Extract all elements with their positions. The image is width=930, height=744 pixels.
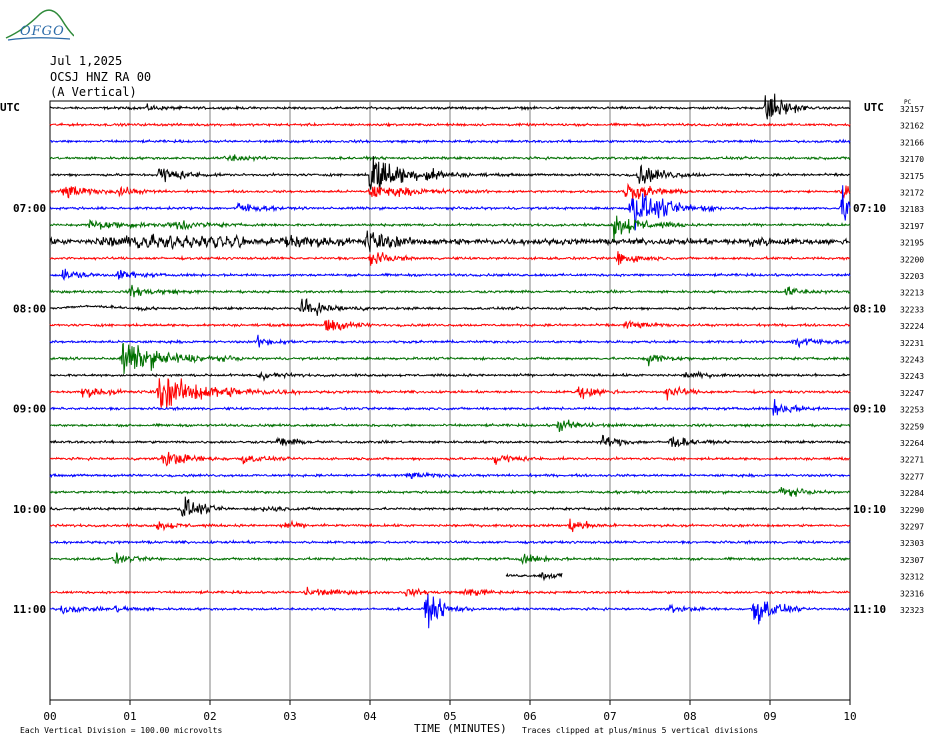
trace-row	[49, 121, 851, 128]
hour-label-right: 09:10	[853, 403, 886, 416]
x-tick-label: 07	[603, 710, 616, 723]
trace-row	[49, 182, 851, 202]
x-tick-label: 09	[763, 710, 776, 723]
hour-label-left: 08:00	[13, 302, 46, 315]
trace-row	[49, 93, 851, 120]
trace-row	[49, 518, 851, 533]
trace-row	[49, 370, 851, 382]
trace-row	[49, 155, 851, 190]
trace-row	[49, 319, 851, 332]
x-tick-label: 04	[363, 710, 377, 723]
row-value-label: 32172	[900, 189, 924, 198]
hour-label-left: 10:00	[13, 503, 46, 516]
x-axis-label: TIME (MINUTES)	[414, 722, 507, 735]
station-label: OCSJ HNZ RA 00	[50, 70, 152, 84]
hour-label-right: 11:10	[853, 603, 886, 616]
x-tick-label: 01	[123, 710, 136, 723]
trace-row	[49, 284, 851, 298]
x-tick-label: 10	[843, 710, 856, 723]
right-tz-label: UTC	[864, 101, 884, 114]
row-value-label: 32195	[900, 239, 924, 248]
trace-row	[505, 572, 563, 582]
trace-row	[49, 297, 851, 316]
row-value-label: 32231	[900, 339, 924, 348]
row-value-label: 32170	[900, 155, 924, 164]
logo-swoosh-icon	[5, 9, 75, 41]
x-tick-label: 03	[283, 710, 296, 723]
trace-row	[49, 215, 851, 242]
x-tick-label: 08	[683, 710, 696, 723]
trace-row	[49, 552, 851, 566]
trace-row	[49, 586, 850, 598]
clip-note: Traces clipped at plus/minus 5 vertical …	[522, 726, 758, 735]
trace-row	[49, 138, 851, 145]
x-tick-label: 00	[43, 710, 56, 723]
row-value-label: 32316	[900, 589, 924, 598]
row-value-label: 32277	[900, 472, 924, 481]
row-value-label: 32264	[900, 439, 924, 448]
component-label: (A Vertical)	[50, 85, 137, 99]
logo	[4, 6, 75, 42]
row-value-label: 32271	[900, 456, 924, 465]
trace-row	[49, 185, 851, 231]
row-value-label: 32307	[900, 556, 924, 565]
row-value-label: 32297	[900, 523, 924, 532]
row-value-label: 32200	[900, 255, 924, 264]
trace-row	[50, 398, 851, 416]
x-tick-label: 02	[203, 710, 216, 723]
row-value-label: 32157	[900, 105, 924, 114]
row-value-label: 32197	[900, 222, 924, 231]
trace-row	[49, 342, 851, 374]
row-value-label: 32183	[900, 205, 924, 214]
row-value-label: 32224	[900, 322, 924, 331]
right-column-label: PC	[904, 99, 912, 106]
trace-row	[49, 471, 851, 480]
trace-row	[49, 419, 851, 433]
row-value-label: 32213	[900, 289, 924, 298]
hour-label-right: 10:10	[853, 503, 886, 516]
row-value-label: 32203	[900, 272, 924, 281]
date-label: Jul 1,2025	[50, 54, 123, 68]
trace-row	[49, 486, 851, 497]
trace-row	[49, 539, 851, 545]
hour-label-right: 08:10	[853, 302, 886, 315]
row-value-label: 32175	[900, 172, 924, 181]
trace-row	[49, 154, 851, 163]
row-value-label: 32166	[900, 138, 924, 147]
hour-label-right: 07:10	[853, 202, 886, 215]
trace-row	[49, 268, 851, 281]
row-value-label: 32312	[900, 573, 924, 582]
row-value-label: 32253	[900, 406, 924, 415]
row-value-label: 32243	[900, 356, 924, 365]
row-value-label: 32323	[900, 606, 924, 615]
row-value-label: 32247	[900, 389, 924, 398]
trace-row	[49, 496, 851, 518]
row-value-label: 32284	[900, 489, 924, 498]
row-value-label: 32303	[900, 539, 924, 548]
trace-row	[49, 334, 851, 349]
row-value-label: 32162	[900, 122, 924, 131]
left-tz-label: UTC	[0, 101, 20, 114]
x-tick-label: 05	[443, 710, 456, 723]
trace-row	[49, 230, 851, 253]
trace-row	[49, 251, 851, 266]
hour-label-left: 09:00	[13, 403, 46, 416]
row-value-label: 32259	[900, 422, 924, 431]
x-tick-label: 06	[523, 710, 536, 723]
row-value-label: 32233	[900, 305, 924, 314]
row-value-label: 32243	[900, 372, 924, 381]
trace-row	[49, 451, 851, 467]
hour-label-left: 07:00	[13, 202, 46, 215]
trace-row	[49, 594, 851, 629]
row-value-label: 32290	[900, 506, 924, 515]
scale-note: Each Vertical Division = 100.00 microvol…	[20, 726, 222, 735]
trace-row	[49, 378, 851, 408]
logo-text: OFGO	[20, 24, 65, 39]
hour-label-left: 11:00	[13, 603, 46, 616]
trace-row	[50, 434, 851, 448]
